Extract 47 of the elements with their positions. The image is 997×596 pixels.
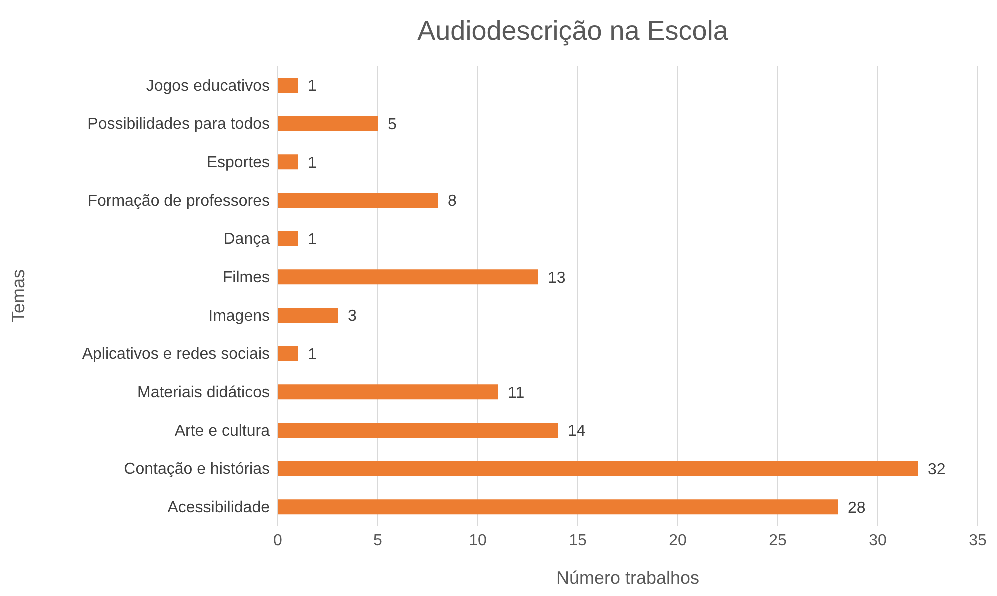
bar [278,231,298,246]
bar [278,308,338,323]
x-tick-label: 5 [374,532,383,550]
bar [278,78,298,93]
data-label: 1 [308,232,317,249]
y-tick-label: Dança [224,231,270,248]
data-label: 13 [548,270,566,287]
bar [278,346,298,362]
y-tick-label: Formação de professores [88,192,270,210]
x-tick-label: 25 [769,532,787,550]
data-label: 3 [348,308,357,326]
data-label: 1 [308,154,317,172]
y-axis-title: Temas [8,269,28,323]
data-label: 11 [508,384,525,402]
bar [278,500,838,515]
x-tick-label: 10 [469,532,487,550]
bar [278,384,498,400]
x-tick-label: 0 [274,532,283,550]
data-label: 28 [848,500,866,517]
y-tick-label: Esportes [206,154,270,172]
data-label: 1 [308,78,317,96]
data-label: 32 [928,462,946,479]
bar [278,461,918,476]
y-tick-label: Jogos educativos [146,78,270,95]
x-tick-label: 30 [869,532,887,550]
data-label: 1 [308,346,317,364]
y-tick-label: Aplicativos e redes sociais [82,346,270,364]
bar [278,270,538,285]
bar [278,423,558,438]
x-tick-label: 35 [969,532,987,550]
data-label: 5 [388,116,397,134]
data-label: 8 [448,193,457,210]
y-tick-label: Materiais didáticos [138,384,270,402]
chart-title: Audiodescrição na Escola [416,15,730,48]
bar [278,154,298,170]
bar [278,116,378,132]
y-tick-label: Possibilidades para todos [88,116,270,134]
y-tick-label: Arte e cultura [174,422,270,440]
x-tick-label: 20 [669,532,687,550]
y-tick-label: Contação e histórias [124,461,270,478]
x-tick-label: 15 [569,532,587,550]
y-tick-label: Acessibilidade [168,500,270,517]
bar [278,193,438,208]
y-tick-label: Filmes [222,270,270,287]
y-tick-label: Imagens [208,308,270,325]
x-axis-title: Número trabalhos [556,568,700,588]
data-label: 14 [568,423,586,440]
